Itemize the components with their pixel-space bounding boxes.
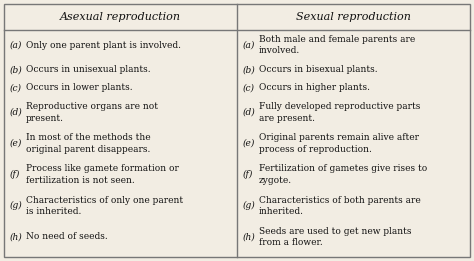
Text: (c): (c) <box>243 83 255 92</box>
Text: Reproductive organs are not
present.: Reproductive organs are not present. <box>26 102 158 123</box>
Text: Process like gamete formation or
fertilization is not seen.: Process like gamete formation or fertili… <box>26 164 179 185</box>
Text: Asexual reproduction: Asexual reproduction <box>60 12 181 22</box>
Text: (b): (b) <box>10 65 23 74</box>
Text: (h): (h) <box>243 233 256 241</box>
Text: Original parents remain alive after
process of reproduction.: Original parents remain alive after proc… <box>259 133 419 154</box>
Text: (b): (b) <box>243 65 256 74</box>
Text: (h): (h) <box>10 233 23 241</box>
Text: (e): (e) <box>10 139 22 148</box>
Text: (e): (e) <box>243 139 255 148</box>
Text: Both male and female parents are
involved.: Both male and female parents are involve… <box>259 35 415 55</box>
Text: Occurs in bisexual plants.: Occurs in bisexual plants. <box>259 65 378 74</box>
Text: (d): (d) <box>10 108 23 117</box>
Text: In most of the methods the
original parent disappears.: In most of the methods the original pare… <box>26 133 151 154</box>
Text: (f): (f) <box>243 170 254 179</box>
Text: Occurs in unisexual plants.: Occurs in unisexual plants. <box>26 65 151 74</box>
Text: Fully developed reproductive parts
are present.: Fully developed reproductive parts are p… <box>259 102 420 123</box>
Text: Only one parent plant is involved.: Only one parent plant is involved. <box>26 41 181 50</box>
Text: (g): (g) <box>10 201 23 210</box>
Text: Occurs in lower plants.: Occurs in lower plants. <box>26 83 133 92</box>
Text: No need of seeds.: No need of seeds. <box>26 233 108 241</box>
Text: (a): (a) <box>243 41 255 50</box>
Text: Characteristics of only one parent
is inherited.: Characteristics of only one parent is in… <box>26 195 183 216</box>
Text: (g): (g) <box>243 201 256 210</box>
Text: Occurs in higher plants.: Occurs in higher plants. <box>259 83 370 92</box>
Text: Seeds are used to get new plants
from a flower.: Seeds are used to get new plants from a … <box>259 227 411 247</box>
Text: (d): (d) <box>243 108 256 117</box>
Text: (a): (a) <box>10 41 22 50</box>
Text: (c): (c) <box>10 83 22 92</box>
Text: Sexual reproduction: Sexual reproduction <box>296 12 411 22</box>
Text: Fertilization of gametes give rises to
zygote.: Fertilization of gametes give rises to z… <box>259 164 427 185</box>
Text: (f): (f) <box>10 170 20 179</box>
Text: Characteristics of both parents are
inherited.: Characteristics of both parents are inhe… <box>259 195 421 216</box>
